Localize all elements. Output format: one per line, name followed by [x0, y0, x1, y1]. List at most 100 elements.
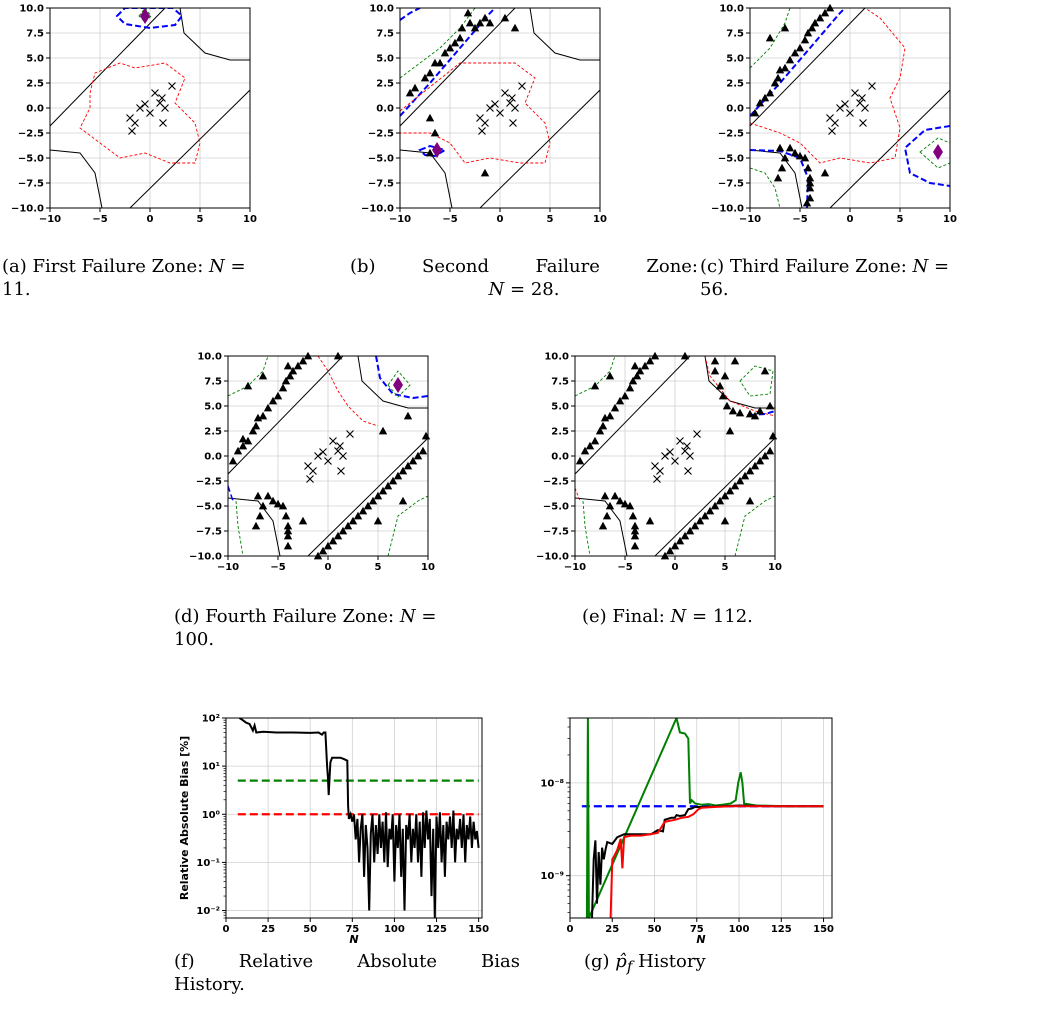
failure-point-marker [725, 426, 735, 435]
caption-text: History. [174, 973, 245, 996]
y-tick-label: −10.0 [189, 552, 222, 563]
caption-line: (f) Relative Absolute Bias [174, 950, 520, 973]
failure-point-marker [475, 18, 485, 27]
failure-point-marker [620, 499, 630, 508]
panel-g: 0 25 50 75 100 125 150 10⁻⁸ 10⁻⁹ N [518, 706, 848, 946]
failure-point-marker [288, 366, 298, 375]
caption-word: Relative [238, 951, 314, 972]
caption-d: (d) Fourth Failure Zone: N = 100. [174, 605, 520, 651]
safe-point-marker [131, 119, 139, 127]
safe-point-marker [656, 467, 664, 475]
y-tick-label: 10⁻¹ [196, 858, 220, 869]
failure-point-marker [600, 413, 610, 422]
failure-point-marker [728, 406, 738, 415]
failure-point-marker [273, 391, 283, 400]
caption-text: (d) Fourth Failure Zone: N = [174, 605, 436, 628]
safe-point-marker [666, 448, 674, 456]
design-point-marker [933, 144, 943, 160]
plot-e: −10 −5 0 5 10 10.0 7.5 5.0 2.5 0.0 −2.5 −5.0 −7.5 −10… [536, 352, 782, 574]
safe-point-marker [161, 104, 169, 112]
safe-point-marker [339, 452, 347, 460]
contour-line [375, 356, 428, 400]
contour-line [400, 149, 453, 208]
failure-point-marker [600, 491, 610, 500]
y-tick-label: 2.5 [376, 79, 394, 90]
x-tick-label: 125 [426, 924, 447, 935]
caption-segment: 11. [2, 279, 31, 300]
contour-lines [400, 8, 600, 208]
failure-point-marker [675, 536, 685, 545]
failure-point-marker [620, 391, 630, 400]
failure-point-marker [258, 371, 268, 380]
failure-point-marker [228, 456, 238, 465]
safe-point-marker [319, 448, 327, 456]
x-tick-label: −10 [39, 214, 61, 225]
failure-point-marker [665, 546, 675, 555]
contour-line [400, 62, 551, 164]
y-tick-label: 10⁻⁸ [540, 778, 564, 789]
safe-point-marker [146, 109, 154, 117]
failure-point-marker [403, 411, 413, 420]
caption-segment: History [632, 951, 706, 972]
x-tick-label: 75 [690, 924, 704, 935]
safe-point-marker [306, 475, 314, 483]
failure-point-marker [775, 143, 785, 152]
safe-point-marker [861, 104, 869, 112]
contour-line [228, 497, 281, 556]
failure-point-marker [630, 526, 640, 535]
contour-line [307, 437, 428, 556]
failure-point-marker [268, 396, 278, 405]
contour-line [575, 356, 616, 397]
failure-point-marker [278, 383, 288, 392]
failure-point-marker [730, 481, 740, 490]
failure-point-marker [745, 496, 755, 505]
safe-point-marker [136, 104, 144, 112]
failure-point-marker [740, 471, 750, 480]
failure-point-marker [405, 88, 415, 97]
failure-point-marker [670, 541, 680, 550]
x-tick-label: 125 [771, 924, 792, 935]
failure-point-marker [233, 446, 243, 455]
caption-line: 100. [174, 628, 520, 651]
failure-point-marker [802, 198, 812, 207]
contour-line [50, 149, 103, 208]
x-tick-label: 10 [943, 214, 957, 225]
safe-point-marker [314, 452, 322, 460]
caption-segment: 100. [174, 629, 215, 650]
failure-point-marker [410, 83, 420, 92]
safe-point-marker [841, 100, 849, 108]
contour-line [750, 8, 791, 69]
plot-d: −10 −5 0 5 10 10.0 7.5 5.0 2.5 0.0 −2.5 −5.0 −7.5 −10… [189, 352, 435, 574]
y-tick-label: −7.5 [543, 527, 569, 538]
contour-line [400, 8, 516, 127]
safe-point-marker [831, 119, 839, 127]
failure-point-marker [803, 28, 813, 37]
panel-f: 0 25 50 75 100 125 150 10² 10¹ 10⁰ 10⁻¹ 10⁻² N Relati… [168, 706, 498, 947]
failure-point-marker [755, 456, 765, 465]
safe-point-marker [684, 467, 692, 475]
failure-point-marker [790, 148, 800, 157]
grid [49, 7, 251, 209]
failure-point-marker [755, 98, 765, 107]
failure-point-marker [755, 406, 765, 415]
failure-point-marker [810, 18, 820, 27]
contour-line [387, 370, 411, 398]
safe-point-marker [491, 100, 499, 108]
failure-point-marker [595, 426, 605, 435]
contour-line [575, 356, 691, 475]
failure-point-marker [318, 546, 328, 555]
contour-line [529, 8, 600, 61]
failure-point-marker [398, 466, 408, 475]
y-tick-label: −2.5 [543, 477, 569, 488]
y-tick-label: 7.5 [26, 29, 44, 40]
failure-point-marker [760, 366, 770, 375]
caption-line: (b) Second Failure Zone: [350, 255, 698, 278]
contour-line [400, 8, 421, 21]
x-tick-label: 10 [593, 214, 607, 225]
series-line [585, 718, 824, 918]
y-tick-label: 7.5 [726, 29, 744, 40]
x-tick-label: 150 [813, 924, 834, 935]
caption-segment: = 112. [686, 606, 753, 627]
contour-lines [228, 356, 428, 556]
failure-point-marker [635, 366, 645, 375]
